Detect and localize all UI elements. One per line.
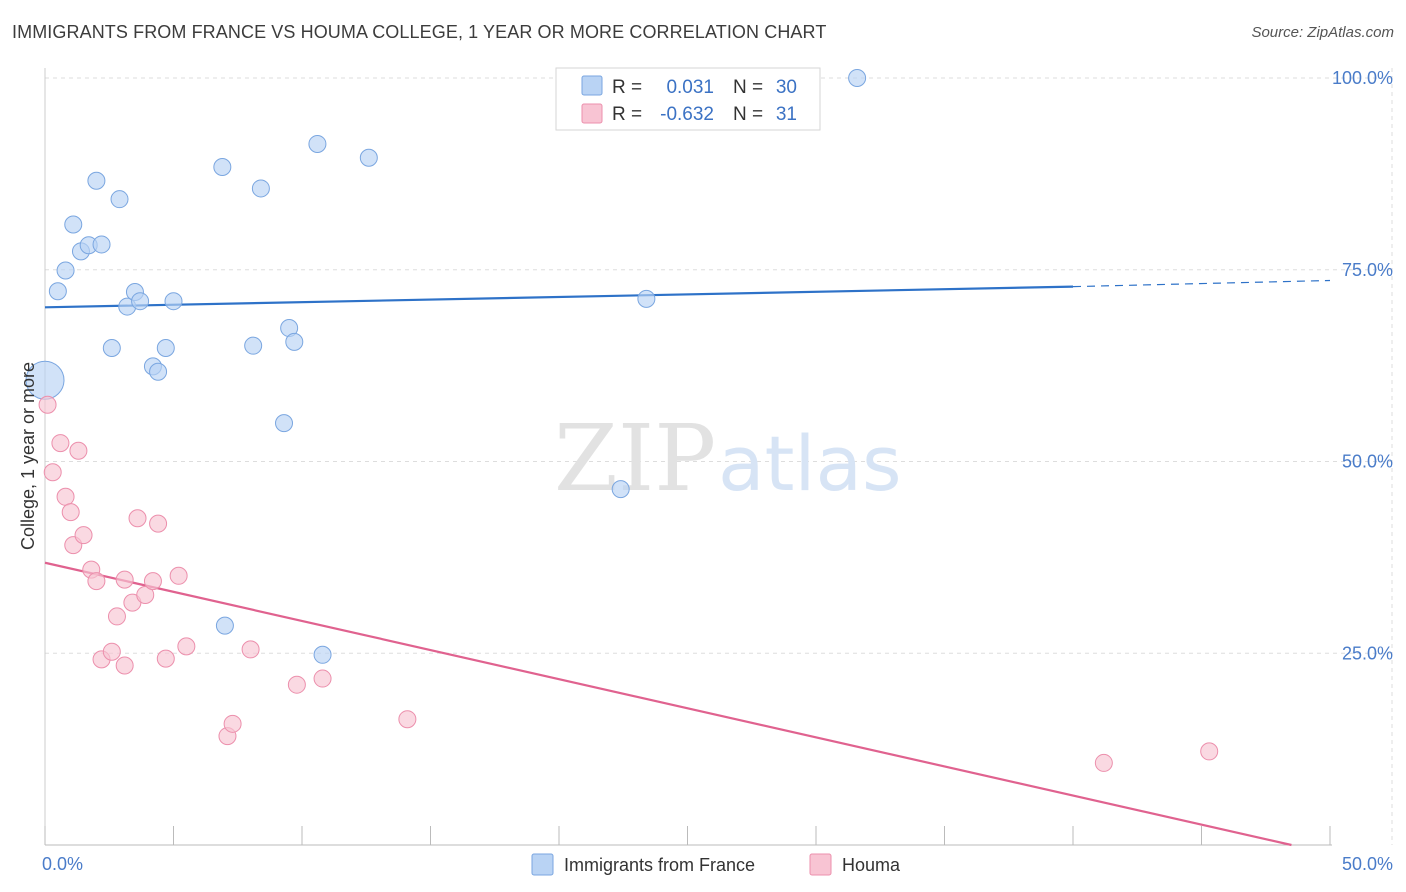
stats-box: R = 0.031 N = 30 R = -0.632 N = 31 <box>555 67 821 131</box>
point-immigrants-from-france <box>48 282 67 301</box>
point-houma <box>1200 742 1219 761</box>
point-houma <box>143 572 162 591</box>
point-immigrants-from-france <box>313 645 332 664</box>
point-houma <box>128 509 147 528</box>
point-immigrants-from-france <box>637 289 656 308</box>
point-houma <box>177 637 196 656</box>
axes <box>44 68 1332 846</box>
point-immigrants-from-france <box>611 480 630 499</box>
stats-swatch-pink <box>581 103 603 124</box>
chart-source: Source: ZipAtlas.com <box>1251 24 1394 41</box>
point-immigrants-from-france <box>213 157 232 176</box>
point-immigrants-from-france <box>92 235 111 254</box>
point-houma <box>107 607 126 626</box>
trend-line-houma <box>44 561 1292 847</box>
point-immigrants-from-france <box>275 414 294 433</box>
legend-label-immigrants-from-france: Immigrants from France <box>564 855 755 875</box>
point-houma <box>43 463 62 482</box>
watermark-atlas: atlas <box>718 419 902 508</box>
point-immigrants-from-france <box>308 134 327 153</box>
data-points <box>25 69 1219 772</box>
point-houma <box>223 714 242 733</box>
x-tick-label: 50.0% <box>1342 854 1393 874</box>
point-houma <box>241 640 260 659</box>
y-tick-label: 100.0% <box>1332 68 1393 88</box>
point-houma <box>115 656 134 675</box>
trend-line-immigrants-from-france <box>44 285 1074 309</box>
point-immigrants-from-france <box>110 190 129 209</box>
stats-n-value-2: 31 <box>776 104 797 125</box>
y-axis-title: College, 1 year or more <box>18 362 38 550</box>
point-houma <box>115 570 134 589</box>
chart-title: IMMIGRANTS FROM FRANCE VS HOUMA COLLEGE,… <box>12 22 827 42</box>
point-immigrants-from-france <box>251 179 270 198</box>
point-immigrants-from-france <box>102 338 121 357</box>
stats-n-label-1: N = <box>733 77 763 98</box>
point-houma <box>69 441 88 460</box>
x-tick-label: 0.0% <box>42 854 83 874</box>
y-tick-label: 50.0% <box>1342 452 1393 472</box>
point-houma <box>149 514 168 533</box>
point-immigrants-from-france <box>131 292 150 311</box>
watermark: ZIP atlas <box>554 405 902 512</box>
point-immigrants-from-france <box>359 148 378 167</box>
point-immigrants-from-france <box>164 292 183 311</box>
stats-r-label-2: R = <box>612 104 642 125</box>
legend: Immigrants from France Houma <box>531 853 901 876</box>
point-houma <box>136 585 155 604</box>
point-houma <box>1094 753 1113 772</box>
legend-swatch-immigrants-from-france <box>531 853 554 876</box>
stats-swatch-blue <box>581 75 603 96</box>
point-houma <box>61 503 80 522</box>
point-houma <box>398 710 417 729</box>
stats-r-value-1: 0.031 <box>666 77 714 98</box>
stats-r-label-1: R = <box>612 77 642 98</box>
trend-extension-immigrants-from-france <box>1072 279 1331 288</box>
stats-r-value-2: -0.632 <box>660 104 714 125</box>
point-houma <box>156 649 175 668</box>
point-immigrants-from-france <box>215 616 234 635</box>
point-immigrants-from-france <box>285 332 304 351</box>
tick-labels: 100.0% 75.0% 50.0% 25.0% 0.0% 50.0% <box>42 68 1393 874</box>
point-houma <box>51 434 70 453</box>
trend-lines <box>44 279 1331 847</box>
stats-n-value-1: 30 <box>776 77 797 98</box>
point-immigrants-from-france <box>87 171 106 190</box>
point-immigrants-from-france <box>56 261 75 280</box>
stats-n-label-2: N = <box>733 104 763 125</box>
point-immigrants-from-france <box>156 338 175 357</box>
point-immigrants-from-france <box>64 215 83 234</box>
point-houma <box>38 395 57 414</box>
point-houma <box>169 566 188 585</box>
y-tick-label: 75.0% <box>1342 260 1393 280</box>
point-houma <box>74 526 93 545</box>
point-immigrants-from-france <box>848 69 867 87</box>
point-houma <box>87 572 106 591</box>
point-immigrants-from-france <box>244 336 263 355</box>
point-houma <box>56 487 75 506</box>
point-houma <box>287 675 306 694</box>
point-houma <box>313 669 332 688</box>
y-tick-label: 25.0% <box>1342 643 1393 663</box>
legend-swatch-houma <box>809 853 832 876</box>
watermark-zip: ZIP <box>554 405 716 512</box>
point-immigrants-from-france <box>149 362 168 381</box>
legend-label-houma: Houma <box>842 855 901 875</box>
point-houma <box>102 642 121 661</box>
